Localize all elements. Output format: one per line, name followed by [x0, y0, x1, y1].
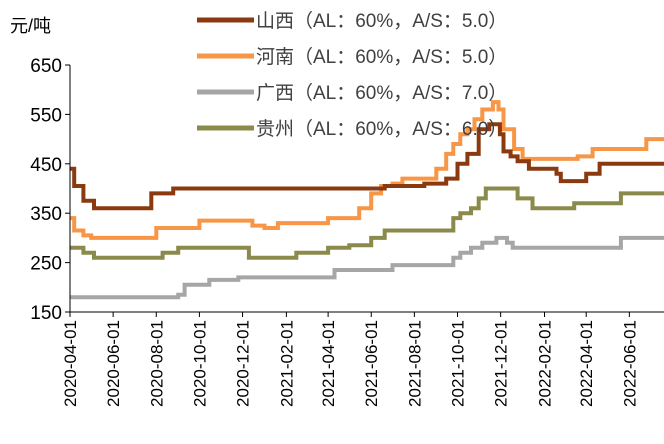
- x-tick-label: 2020-04-01: [61, 320, 80, 407]
- series-line-2: [70, 235, 664, 300]
- legend-label: 贵州（AL：60%，A/S：6.0）: [256, 118, 507, 140]
- y-tick-label: 450: [30, 155, 62, 176]
- y-axis-ticks: 150 250 350 450 550 650: [30, 56, 70, 324]
- y-axis-unit: 元/吨: [10, 16, 51, 36]
- legend-label: 河南（AL：60%，A/S：5.0）: [256, 46, 507, 68]
- x-tick-label: 2020-06-01: [104, 320, 123, 407]
- series-lines: [70, 100, 664, 300]
- x-tick-label: 2021-06-01: [362, 320, 381, 407]
- y-tick-label: 550: [30, 105, 62, 126]
- x-tick-label: 2021-12-01: [492, 320, 511, 407]
- series-line-0: [70, 122, 664, 211]
- x-tick-label: 2021-08-01: [405, 320, 424, 407]
- y-tick-label: 350: [30, 204, 62, 225]
- legend: 山西（AL：60%，A/S：5.0） 河南（AL：60%，A/S：5.0） 广西（A…: [197, 10, 507, 140]
- x-tick-label: 2022-02-01: [535, 320, 554, 407]
- x-tick-label: 2020-08-01: [147, 320, 166, 407]
- y-tick-label: 650: [30, 56, 62, 77]
- x-tick-label: 2022-04-01: [577, 320, 596, 407]
- x-axis-ticks: 2020-04-01 2020-06-01 2020-08-01 2020-10-01…: [61, 312, 639, 407]
- x-tick-label: 2020-12-01: [234, 320, 253, 407]
- y-tick-label: 150: [30, 303, 62, 324]
- series-line-1: [70, 100, 664, 240]
- x-tick-label: 2021-04-01: [319, 320, 338, 407]
- x-tick-label: 2020-10-01: [190, 320, 209, 407]
- y-tick-label: 250: [30, 254, 62, 275]
- x-tick-label: 2021-10-01: [449, 320, 468, 407]
- x-tick-label: 2021-02-01: [277, 320, 296, 407]
- legend-label: 山西（AL：60%，A/S：5.0）: [256, 10, 507, 32]
- series-line-3: [70, 186, 664, 260]
- x-tick-label: 2022-06-01: [620, 320, 639, 407]
- legend-label: 广西（AL：60%，A/S：7.0）: [256, 82, 507, 104]
